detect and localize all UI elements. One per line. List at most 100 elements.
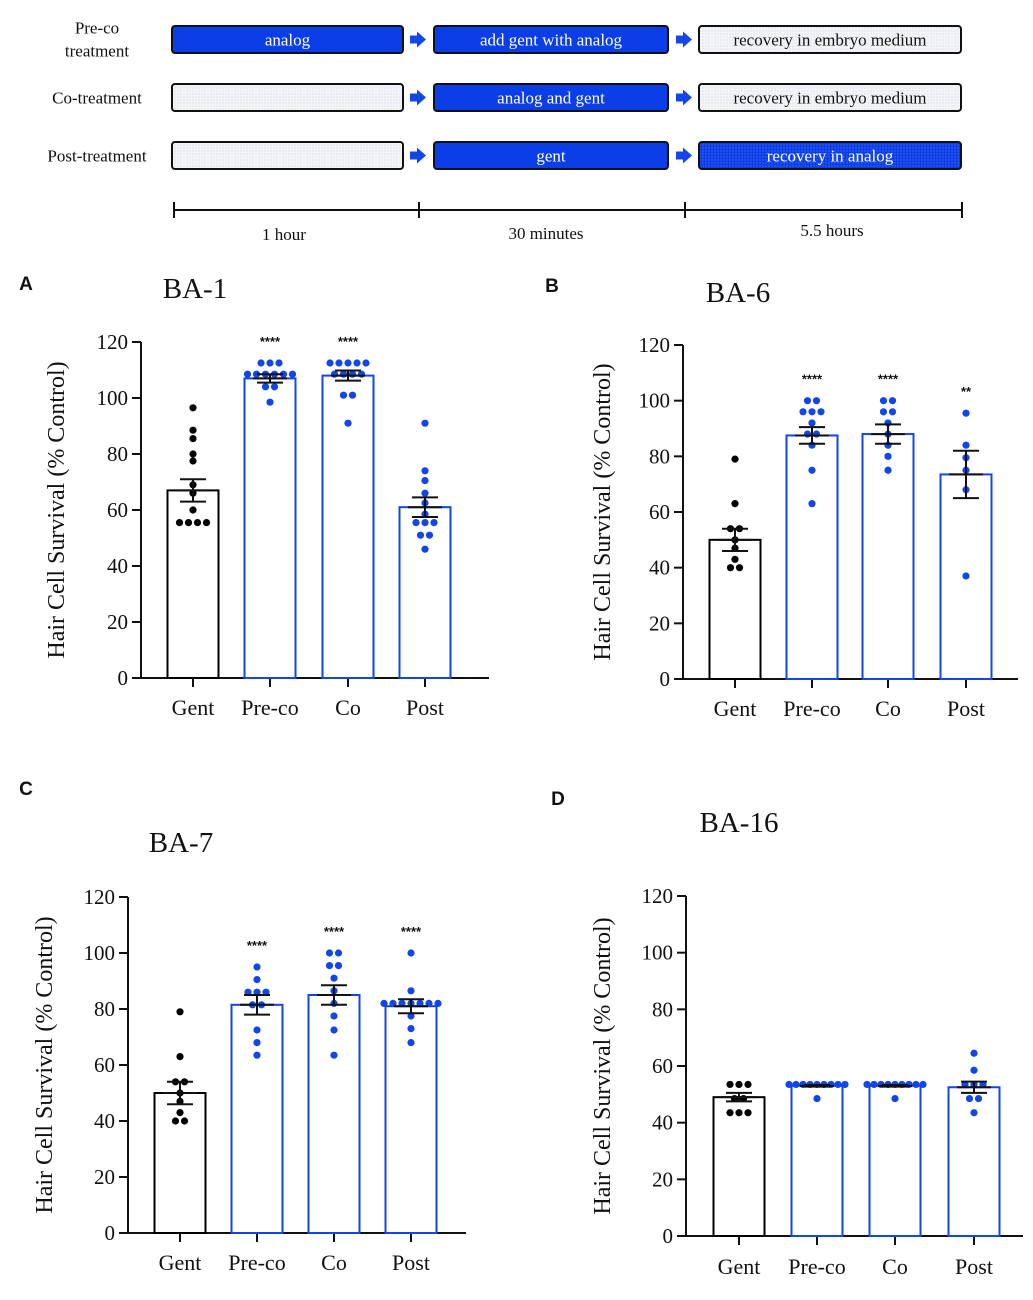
protocol-step-label: recovery in embryo medium	[733, 89, 926, 108]
x-tick-label: Pre-co	[788, 1254, 845, 1279]
protocol-step-label: gent	[536, 147, 566, 166]
data-point	[189, 404, 197, 412]
y-tick-label: 80	[107, 442, 128, 466]
data-point	[253, 1026, 261, 1034]
data-point	[357, 370, 366, 378]
data-point	[785, 1080, 793, 1089]
data-point	[726, 564, 735, 572]
y-tick-label: 40	[649, 556, 670, 580]
data-point	[970, 1109, 978, 1117]
data-point	[891, 1094, 899, 1103]
chart-title: BA-1	[163, 273, 227, 305]
y-axis-label: Hair Cell Survival (% Control)	[44, 361, 70, 658]
chart-title: BA-16	[700, 807, 779, 839]
data-point	[421, 489, 429, 497]
data-point	[189, 450, 197, 458]
data-point	[817, 408, 825, 416]
data-point	[261, 383, 270, 391]
panel-letter: B	[545, 276, 559, 297]
protocol-step-label: analog and gent	[497, 89, 605, 108]
data-point	[834, 1080, 842, 1089]
panel-letter: D	[551, 789, 565, 810]
data-point	[416, 531, 425, 539]
protocol-step-box	[433, 141, 669, 170]
data-point	[335, 359, 343, 367]
data-point	[421, 467, 429, 475]
data-point	[731, 455, 739, 463]
data-point	[253, 1051, 261, 1059]
panel-letter: C	[19, 779, 33, 800]
data-point	[193, 519, 202, 527]
data-point	[879, 397, 888, 405]
charts: A BA-1 Hair Cell Survival (% Control) 0 20 40…	[19, 273, 1023, 1279]
y-tick-label: 0	[663, 1224, 674, 1248]
data-point	[288, 370, 297, 378]
x-tick-label: Pre-co	[228, 1250, 285, 1275]
data-point	[799, 408, 807, 416]
data-point	[813, 1094, 821, 1103]
data-point	[266, 398, 274, 406]
data-point	[803, 397, 812, 405]
panel-letter: A	[19, 274, 33, 295]
data-point	[407, 1039, 415, 1047]
data-point	[421, 419, 429, 427]
y-tick-label: 0	[660, 667, 671, 691]
protocol-step-box	[171, 25, 404, 54]
data-point	[808, 419, 816, 427]
data-point	[425, 531, 434, 539]
data-point	[407, 987, 415, 995]
data-point	[407, 949, 415, 957]
data-point	[970, 1066, 978, 1074]
data-point	[380, 999, 388, 1008]
data-point	[974, 1094, 983, 1103]
data-point	[808, 500, 816, 508]
data-point	[421, 477, 429, 485]
data-point	[334, 949, 343, 957]
significance-stars: ****	[802, 372, 823, 387]
bar-co	[307, 994, 361, 1234]
timeline-label: 5.5 hours	[800, 221, 863, 240]
data-point	[279, 370, 288, 378]
data-point	[412, 519, 420, 527]
data-point	[339, 370, 348, 378]
data-point	[430, 519, 438, 527]
protocol-step-box	[433, 83, 669, 112]
x-tick-label: Co	[335, 695, 361, 720]
data-point	[243, 370, 252, 378]
y-tick-label: 120	[642, 884, 674, 908]
x-tick-label: Post	[947, 696, 985, 721]
y-tick-label: 120	[97, 330, 129, 354]
y-tick-label: 0	[105, 1221, 116, 1245]
y-axis-label: Hair Cell Survival (% Control)	[32, 916, 58, 1213]
y-tick-label: 80	[652, 997, 673, 1021]
data-point	[344, 359, 352, 367]
protocol-row-label: Post-treatment	[47, 147, 146, 166]
data-point	[970, 1049, 978, 1057]
y-tick-label: 20	[649, 611, 670, 635]
x-tick-label: Post	[955, 1254, 993, 1279]
data-point	[731, 555, 739, 563]
data-point	[735, 1109, 743, 1117]
data-point	[344, 419, 352, 427]
data-point	[912, 1080, 920, 1089]
protocol-row-label: Pre-co	[75, 19, 119, 38]
data-point	[421, 519, 429, 527]
data-point	[879, 408, 888, 416]
significance-stars: ****	[338, 334, 359, 349]
data-point	[863, 1080, 871, 1089]
data-point	[812, 397, 821, 405]
y-tick-label: 60	[94, 1053, 115, 1077]
data-point	[171, 1117, 180, 1125]
chart-panel-a: A BA-1 Hair Cell Survival (% Control) 0 20 40…	[19, 273, 489, 720]
y-tick-label: 20	[107, 610, 128, 634]
right-arrow-icon	[676, 31, 692, 48]
bar-pre-co	[790, 1084, 844, 1238]
data-point	[962, 441, 970, 449]
data-point	[884, 466, 892, 474]
data-point	[330, 1026, 338, 1034]
data-point	[808, 466, 816, 474]
y-tick-label: 100	[642, 941, 674, 965]
protocol-step-label: analog	[265, 31, 311, 50]
data-point	[808, 408, 816, 416]
data-point	[275, 359, 283, 367]
